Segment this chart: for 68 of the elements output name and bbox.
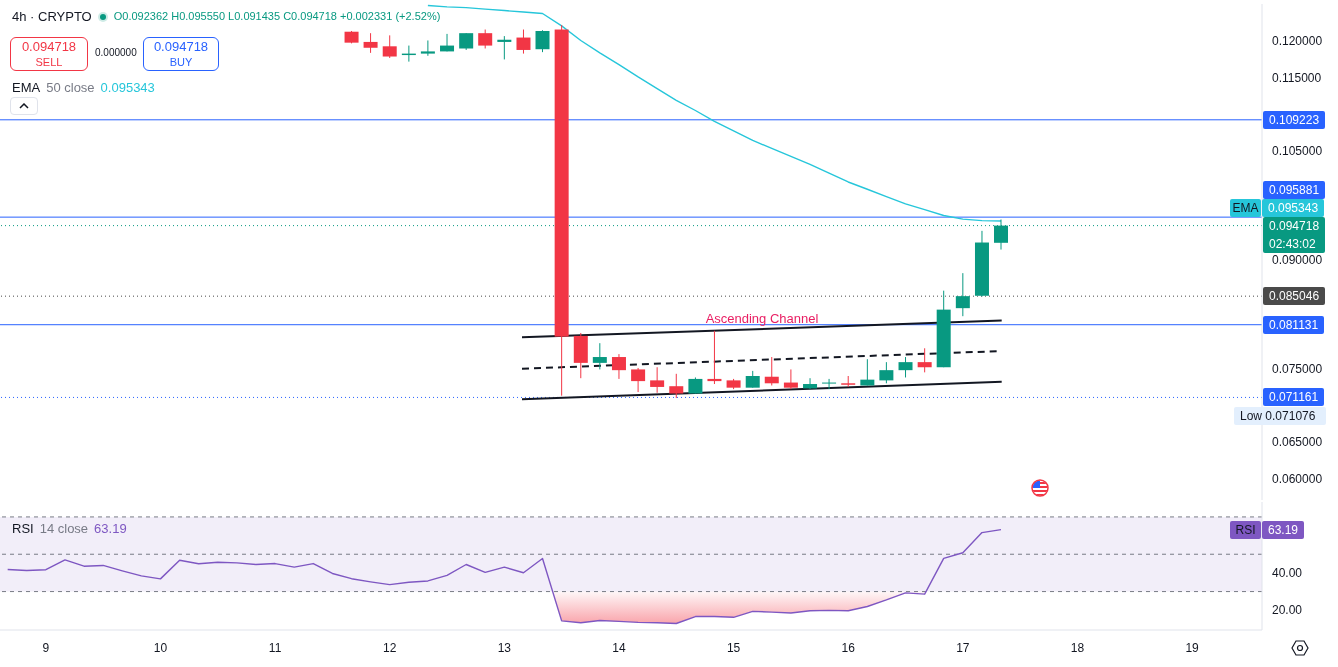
x-tick-label: 19 — [1185, 641, 1200, 655]
annotation: 0.000000 — [95, 47, 137, 58]
candlestick — [478, 29, 493, 49]
y-tick-label: 0.075000 — [1272, 362, 1323, 377]
x-tick-label: 9 — [42, 641, 50, 655]
candlestick — [707, 330, 722, 385]
x-tick-label: 16 — [841, 641, 856, 655]
candlestick — [363, 32, 378, 54]
y-tick-label: 40.00 — [1272, 565, 1303, 580]
x-tick-label: 14 — [612, 641, 626, 655]
y-tick-label: 0.105000 — [1272, 143, 1323, 158]
candlestick — [879, 361, 894, 384]
annotation: SELL — [35, 56, 63, 68]
x-tick-label: 10 — [153, 641, 168, 655]
x-tick-label: 12 — [383, 641, 397, 655]
chart-title: 4h · CRYPTO — [12, 9, 92, 24]
candlestick — [420, 39, 435, 57]
candlestick — [650, 366, 665, 394]
text: RSI — [12, 521, 34, 536]
candlestick — [516, 29, 531, 55]
annotation: 0.095343 — [100, 80, 155, 95]
annotation: O0.092362 H0.095550 L0.091435 C0.094718 +0.002331 (+2.52%) — [113, 10, 441, 23]
candlestick — [898, 356, 913, 378]
x-tick-label: 17 — [956, 641, 970, 655]
y-tick-label: 0.120000 — [1272, 34, 1323, 49]
ref-line-label: 0.071161 — [1269, 390, 1319, 405]
ref-line-label: 0.094718 02:43:02 — [1269, 218, 1320, 251]
ref-line-label: 0.109223 — [1269, 112, 1320, 127]
candlestick — [631, 367, 646, 393]
y-tick-label: 0.115000 — [1272, 70, 1322, 85]
candlestick — [535, 29, 550, 53]
annotation: 63.19 — [94, 521, 127, 536]
candlestick — [592, 342, 607, 370]
y-tick-label: 0.060000 — [1272, 471, 1323, 486]
annotation: 50 close — [46, 80, 95, 95]
buy-button: 0.094718 BUY — [143, 37, 219, 71]
candlestick — [382, 34, 397, 59]
text: EMA — [1232, 200, 1259, 215]
candlestick — [822, 378, 837, 390]
text: 63.19 — [1268, 522, 1299, 537]
annotation: BUY — [169, 56, 193, 68]
y-tick-label: 0.065000 — [1272, 435, 1323, 450]
x-tick-label: 13 — [497, 641, 512, 655]
candlestick — [917, 347, 932, 373]
y-tick-label: 0.090000 — [1272, 253, 1323, 268]
candlestick — [955, 272, 970, 317]
ref-line-label: 0.081131 — [1269, 317, 1319, 332]
sell-button: 0.094718 SELL — [10, 37, 88, 71]
ref-line-label: 0.085046 — [1269, 289, 1320, 304]
annotation: 14 close — [39, 521, 89, 536]
annotation: 0.094718 — [21, 39, 77, 54]
candlestick — [803, 377, 818, 390]
legend-label: RSI — [1235, 522, 1256, 537]
x-tick-label: 11 — [268, 641, 282, 655]
text: EMA — [12, 80, 41, 95]
ref-line-label: 0.095881 — [1269, 182, 1320, 197]
annotation: Low 0.071076 — [1240, 409, 1316, 423]
x-tick-label: 18 — [1070, 641, 1085, 655]
candlestick — [611, 353, 626, 380]
candlestick — [669, 373, 684, 399]
annotation: Ascending Channel — [705, 310, 819, 326]
x-tick-label: 15 — [726, 641, 741, 655]
candlestick — [497, 35, 512, 60]
text: 0.095343 — [1268, 200, 1319, 215]
y-tick-label: 20.00 — [1272, 603, 1303, 618]
annotation: 0.094718 — [153, 39, 209, 54]
candlestick — [783, 368, 798, 390]
candlestick — [764, 356, 779, 386]
